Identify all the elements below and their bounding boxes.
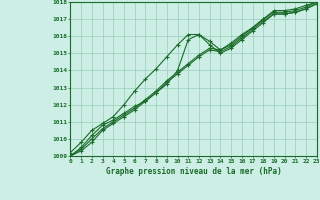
X-axis label: Graphe pression niveau de la mer (hPa): Graphe pression niveau de la mer (hPa)	[106, 167, 282, 176]
